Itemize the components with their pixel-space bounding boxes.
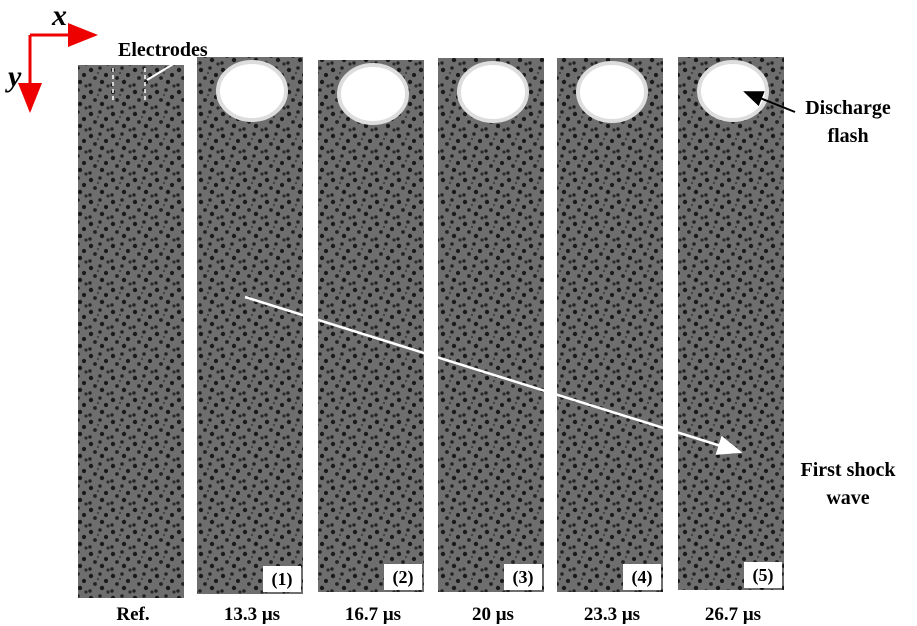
caption: 16.7 μs bbox=[345, 604, 401, 625]
y-label: y bbox=[5, 60, 22, 93]
caption: 13.3 μs bbox=[224, 604, 280, 625]
label-box bbox=[744, 562, 782, 588]
label-box bbox=[384, 564, 422, 590]
panel-label: (5) bbox=[753, 565, 774, 586]
x-label: x bbox=[51, 0, 67, 32]
frame bbox=[78, 65, 184, 598]
discharge-flash bbox=[216, 60, 288, 122]
panel-label: (4) bbox=[632, 567, 653, 588]
frame bbox=[557, 58, 663, 592]
caption: Ref. bbox=[116, 604, 149, 625]
caption: 26.7 μs bbox=[705, 604, 761, 625]
discharge-flash-label: Discharge bbox=[805, 97, 891, 119]
shock-wave-label: wave bbox=[826, 487, 869, 509]
electrodes-pointer bbox=[146, 59, 181, 81]
discharge-flash bbox=[697, 60, 769, 122]
label-box bbox=[263, 566, 301, 592]
electrodes-label: Electrodes bbox=[118, 39, 208, 61]
caption: 23.3 μs bbox=[584, 604, 640, 625]
panel-label: (3) bbox=[513, 567, 534, 588]
frame bbox=[197, 57, 303, 594]
flash-pointer bbox=[743, 91, 796, 113]
shock-wave-label: First shock bbox=[801, 459, 897, 481]
discharge-flash bbox=[457, 61, 529, 123]
frame bbox=[438, 58, 544, 592]
discharge-flash bbox=[576, 61, 648, 123]
frame bbox=[678, 57, 784, 590]
label-box bbox=[623, 564, 661, 590]
caption: 20 μs bbox=[472, 604, 514, 625]
discharge-flash bbox=[337, 63, 409, 125]
panel-label: (1) bbox=[272, 569, 293, 590]
shock-trajectory bbox=[244, 295, 743, 455]
panels: Ref. (1) 13.3 μs (2) 16.7 μs (3) 20 μs (4) 23.3 … bbox=[78, 57, 784, 625]
panel-label: (2) bbox=[393, 567, 414, 588]
label-box bbox=[504, 564, 542, 590]
discharge-flash-label: flash bbox=[827, 125, 868, 147]
